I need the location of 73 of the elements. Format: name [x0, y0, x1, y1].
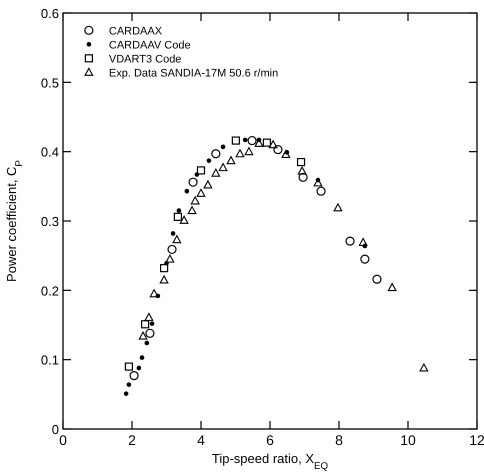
point: [358, 238, 368, 246]
point: [172, 235, 182, 244]
y-tick-label: 0.5: [40, 75, 59, 90]
y-tick-label: 0.2: [40, 283, 59, 298]
point: [372, 274, 382, 284]
point: [204, 180, 212, 188]
point: [145, 328, 155, 338]
point: [190, 196, 200, 204]
legend-label: CARDAAX: [108, 25, 163, 38]
y-tick-label: 0.3: [40, 214, 59, 229]
y-tick-label: 0.6: [40, 6, 59, 21]
legend-label: Exp. Data SANDIA-17M 50.6 r/min: [108, 67, 278, 80]
point: [298, 166, 306, 175]
point: [211, 168, 220, 177]
point: [138, 332, 148, 340]
point: [140, 355, 144, 360]
point: [242, 138, 248, 142]
x-tick-label: 12: [469, 432, 484, 448]
x-tick-label: 6: [266, 432, 274, 448]
point: [218, 163, 228, 172]
point: [136, 366, 142, 370]
point: [232, 136, 240, 145]
y-tick-label: 0: [52, 422, 59, 437]
x-tick-label: 8: [335, 432, 344, 448]
point: [220, 144, 226, 150]
point: [174, 212, 182, 221]
point: [126, 382, 132, 387]
x-tick-label: 4: [197, 432, 206, 448]
point: [268, 140, 278, 148]
point: [170, 231, 176, 236]
point: [129, 371, 139, 380]
point: [124, 391, 128, 396]
point: [141, 320, 150, 328]
point: [314, 178, 322, 186]
point: [236, 149, 244, 158]
point: [196, 166, 206, 174]
point: [188, 206, 196, 214]
legend-label: CARDAAV Code: [108, 39, 191, 52]
x-tick-label: 2: [128, 432, 136, 448]
point: [166, 254, 174, 263]
point: [388, 283, 396, 292]
y-tick-label: 0.1: [40, 352, 59, 368]
point: [420, 363, 428, 372]
point: [316, 186, 326, 196]
x-axis-title: Tip-speed ratio, X$_{EQ}$: [212, 451, 329, 472]
point: [124, 362, 133, 371]
point: [226, 156, 236, 164]
point: [247, 136, 257, 146]
point: [184, 188, 190, 194]
point: [150, 321, 154, 326]
point: [167, 244, 177, 254]
point: [262, 138, 271, 147]
point: [244, 147, 254, 156]
point: [211, 149, 220, 158]
point: [345, 236, 355, 246]
point: [144, 340, 150, 346]
legend-label: VDART3 Code: [108, 53, 182, 66]
x-tick-label: 10: [400, 432, 416, 448]
point: [360, 254, 370, 264]
point: [298, 172, 308, 182]
y-tick-label: 0.4: [40, 144, 59, 160]
point: [273, 144, 283, 154]
point: [160, 275, 168, 284]
point: [196, 188, 206, 197]
point: [296, 158, 306, 166]
point: [282, 150, 290, 158]
point: [180, 216, 188, 224]
point: [334, 203, 342, 212]
point: [144, 312, 154, 321]
point: [206, 158, 212, 163]
point: [188, 178, 198, 187]
point: [160, 264, 168, 272]
point: [176, 208, 182, 213]
